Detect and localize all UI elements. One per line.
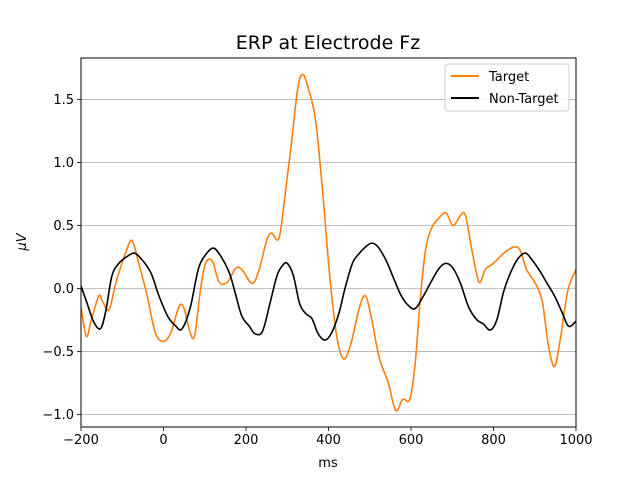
- y-axis: −1.0 −0.5 0.0 0.5 1.0 1.5: [42, 93, 81, 423]
- x-tick-label-1: 0: [159, 433, 167, 448]
- x-tick-label-4: 600: [399, 433, 424, 448]
- series-line-target: [81, 73, 576, 412]
- y-tick-label-3: 0.5: [53, 219, 74, 234]
- y-tick-label-2: 0.0: [53, 282, 74, 297]
- plot-area: [81, 73, 576, 412]
- x-tick-label-3: 400: [316, 433, 341, 448]
- y-tick-label-4: 1.0: [53, 156, 74, 171]
- series-line-non-target: [81, 242, 576, 341]
- plot-frame: [80, 57, 577, 428]
- grid-lines: [81, 99, 576, 415]
- y-axis-label: μV: [15, 232, 30, 251]
- x-axis-label: ms: [318, 456, 338, 471]
- x-axis: −200 0 200 400 600 800 1000: [63, 427, 593, 448]
- legend-label-target: Target: [488, 70, 529, 85]
- y-tick-label-1: −0.5: [42, 345, 74, 360]
- legend: Target Non-Target: [444, 63, 570, 112]
- legend-label-non-target: Non-Target: [489, 92, 559, 107]
- x-tick-label-6: 1000: [559, 433, 592, 448]
- chart-title: ERP at Electrode Fz: [236, 32, 420, 54]
- x-tick-label-5: 800: [481, 433, 506, 448]
- y-tick-label-5: 1.5: [53, 93, 74, 108]
- y-tick-label-0: −1.0: [42, 408, 74, 423]
- x-tick-label-2: 200: [234, 433, 259, 448]
- x-tick-label-0: −200: [63, 433, 99, 448]
